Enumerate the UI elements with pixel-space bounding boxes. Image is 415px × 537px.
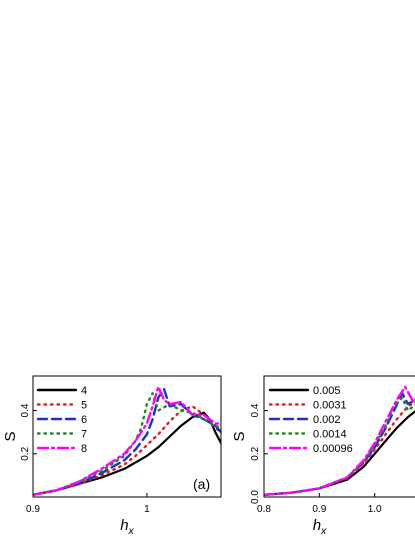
x-tick-label: 0.9	[312, 504, 326, 515]
y-tick-label: 0.0	[250, 490, 261, 504]
x-tick-label: 0.8	[257, 504, 271, 515]
plot-frame	[263, 375, 415, 498]
series-lines	[33, 385, 221, 496]
legend-label-3: 6	[81, 414, 87, 426]
y-tick-label: 0.2	[20, 446, 31, 460]
legend-label-1: 0.005	[313, 385, 341, 397]
y-tick-label: 0.4	[20, 403, 31, 417]
y-tick-label: 0.4	[250, 403, 261, 417]
series-line-5	[264, 385, 415, 496]
y-tick-label: 0.2	[250, 446, 261, 460]
series-line-3	[33, 387, 221, 496]
plot-frame	[32, 375, 222, 498]
legend-label-4: 7	[81, 429, 87, 441]
y-axis-label: S	[231, 431, 248, 441]
chart-panel-b: 0.8 0.9 1.00.00.20.4hxS0.0050.00310.0020.0…	[231, 375, 415, 537]
legend: 0.005 0.0031 0.002 0.0014 0.00096	[268, 385, 353, 455]
x-tick-label: 1.0	[368, 504, 382, 515]
x-tick-label: 1	[144, 504, 150, 515]
series-line-5	[33, 385, 221, 496]
series-lines	[264, 385, 415, 496]
legend-label-4: 0.0014	[313, 429, 347, 441]
legend-label-3: 0.002	[313, 414, 341, 426]
legend-label-5: 8	[81, 443, 87, 455]
legend-label-2: 5	[81, 400, 87, 412]
y-axis-label: S	[2, 431, 19, 441]
legend-label-1: 4	[81, 385, 87, 397]
panel-label: (a)	[193, 476, 210, 492]
legend-label-2: 0.0031	[313, 400, 347, 412]
legend-label-5: 0.00096	[313, 443, 353, 455]
x-tick-label: 0.9	[26, 504, 40, 515]
x-axis-label: hx	[313, 517, 327, 537]
chart-panel-a: 0.9 1 0.2 0.4 hx S 4 5 6 7 8 (a)	[2, 375, 222, 537]
legend: 4 5 6 7 8	[36, 385, 87, 455]
x-axis-label: hx	[120, 517, 134, 537]
